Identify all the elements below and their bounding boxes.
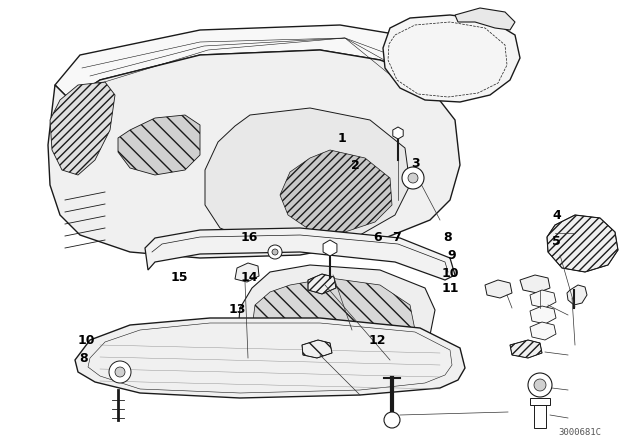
Circle shape [272,249,278,255]
Polygon shape [455,8,515,30]
Text: 7: 7 [392,231,401,244]
Circle shape [402,167,424,189]
Polygon shape [323,240,337,256]
Polygon shape [302,340,332,358]
Polygon shape [530,306,556,324]
Polygon shape [393,127,403,139]
Circle shape [528,373,552,397]
Polygon shape [510,340,542,358]
Polygon shape [205,108,410,245]
Text: 10: 10 [441,267,459,280]
Text: 16: 16 [241,231,259,244]
Polygon shape [145,228,455,280]
Circle shape [109,361,131,383]
Text: 3: 3 [412,157,420,170]
Polygon shape [235,263,259,282]
Polygon shape [280,150,392,232]
Polygon shape [534,405,546,428]
Text: 5: 5 [552,235,561,249]
Polygon shape [252,278,415,358]
Polygon shape [383,15,520,102]
Text: 3000681C: 3000681C [559,427,602,436]
Circle shape [534,379,546,391]
Text: 9: 9 [447,249,456,262]
Polygon shape [547,215,618,272]
Text: 11: 11 [441,282,459,296]
Circle shape [408,173,418,183]
Text: 12: 12 [369,334,387,347]
Polygon shape [520,275,550,293]
Text: 15: 15 [170,271,188,284]
Polygon shape [238,265,435,365]
Text: 8: 8 [444,231,452,244]
Polygon shape [485,280,512,298]
Text: 4: 4 [552,208,561,222]
Circle shape [384,412,400,428]
Text: 2: 2 [351,159,360,172]
Text: 8: 8 [79,352,88,365]
Polygon shape [567,285,587,305]
Text: 14: 14 [241,271,259,284]
Text: 13: 13 [228,302,246,316]
Polygon shape [75,318,465,398]
Text: 10: 10 [77,334,95,347]
Polygon shape [530,290,556,308]
Polygon shape [530,322,556,340]
Polygon shape [48,50,460,258]
Polygon shape [530,398,550,405]
Polygon shape [118,115,200,175]
Polygon shape [55,25,430,100]
Text: 1: 1 [338,132,347,146]
Text: 6: 6 [373,231,382,244]
Polygon shape [50,82,115,175]
Circle shape [115,367,125,377]
Polygon shape [308,274,336,294]
Circle shape [268,245,282,259]
